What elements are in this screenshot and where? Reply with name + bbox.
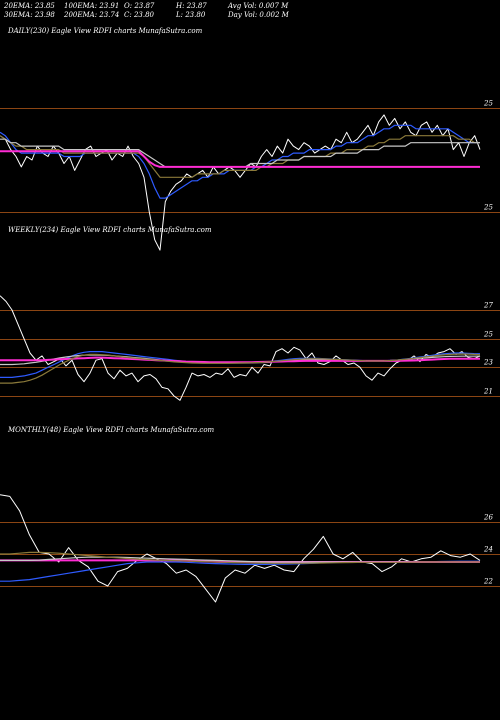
ema100-value: 100EMA: 23.91 (64, 2, 120, 10)
ema20-value: 20EMA: 23.85 (4, 2, 55, 10)
weekly-panel: 27 25 23 21 (0, 295, 500, 401)
daily-chart-title: DAILY(230) Eagle View RDFI charts Munafa… (8, 27, 203, 35)
weekly-series-line-1 (0, 351, 481, 378)
daily-y-tick-label: 25 (483, 100, 493, 108)
open-value: O: 23.87 (124, 2, 155, 10)
monthly-panel: 26 24 22 (0, 494, 500, 603)
daily-series-line-0 (0, 114, 481, 251)
ema30-value: 30EMA: 23.98 (4, 11, 55, 19)
weekly-series-line-4 (0, 353, 481, 384)
weekly-y-tick-label: 23 (483, 359, 493, 367)
close-value: C: 23.80 (124, 11, 154, 19)
monthly-series-line-4 (0, 551, 480, 564)
stats-row-2: 30EMA: 23.98 200EMA: 23.74 C: 23.80 L: 23.8… (4, 11, 318, 20)
monthly-y-tick-label: 22 (483, 578, 493, 586)
stats-row-1: 20EMA: 23.85 100EMA: 23.91 O: 23.87 H: 23.8… (4, 2, 318, 11)
weekly-series-line-0 (0, 295, 481, 401)
weekly-y-tick-label: 27 (483, 302, 493, 310)
weekly-y-tick-label: 25 (483, 331, 493, 339)
ema200-value: 200EMA: 23.74 (64, 11, 120, 19)
high-value: H: 23.87 (176, 2, 207, 10)
monthly-series-line-0 (0, 494, 481, 603)
weekly-chart-title: WEEKLY(234) Eagle View RDFI charts Munaf… (8, 226, 212, 234)
monthly-chart-title: MONTHLY(48) Eagle View RDFI charts Munaf… (8, 426, 215, 434)
weekly-y-tick-label: 21 (483, 388, 493, 396)
avg-vol-value: Avg Vol: 0.007 M (228, 2, 289, 10)
weekly-series-line-3 (0, 356, 480, 364)
daily-panel: 25 25 (0, 100, 500, 251)
low-value: L: 23.80 (176, 11, 206, 19)
monthly-y-tick-label: 24 (483, 546, 493, 554)
stats-header: 20EMA: 23.85 100EMA: 23.91 O: 23.87 H: 23.8… (4, 2, 318, 20)
daily-y-tick-label: 25 (483, 204, 493, 212)
day-vol-value: Day Vol: 0.002 M (228, 11, 289, 19)
monthly-y-tick-label: 26 (483, 514, 493, 522)
daily-series-line-2 (0, 135, 480, 178)
daily-series-line-4 (0, 150, 480, 168)
